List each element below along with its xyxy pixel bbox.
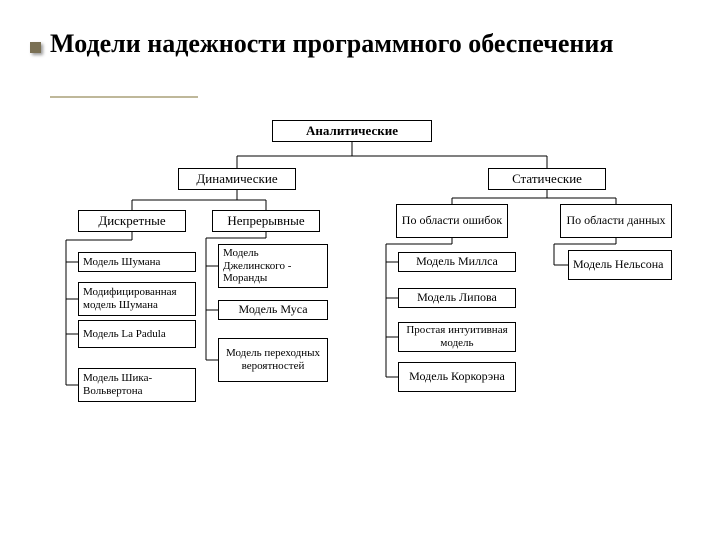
node-err: По области ошибок — [396, 204, 508, 238]
leaf-err-8: Модель Липова — [398, 288, 516, 308]
leaf-discr-1: Модифицированная модель Шумана — [78, 282, 196, 316]
leaf-discr-0: Модель Шумана — [78, 252, 196, 272]
node-data: По области данных — [560, 204, 672, 238]
node-dyn: Динамические — [178, 168, 296, 190]
node-root: Аналитические — [272, 120, 432, 142]
leaf-data-11: Модель Нельсона — [568, 250, 672, 280]
leaf-err-9: Простая интуитивная модель — [398, 322, 516, 352]
leaf-err-10: Модель Коркорэна — [398, 362, 516, 392]
leaf-discr-2: Модель La Padula — [78, 320, 196, 348]
slide: { "title": "Модели надежности программно… — [0, 0, 720, 540]
leaf-discr-3: Модель Шика-Вольвертона — [78, 368, 196, 402]
leaf-cont-6: Модель переходных вероятностей — [218, 338, 328, 382]
leaf-err-7: Модель Миллса — [398, 252, 516, 272]
leaf-cont-5: Модель Муса — [218, 300, 328, 320]
node-stat: Статические — [488, 168, 606, 190]
node-discr: Дискретные — [78, 210, 186, 232]
node-cont: Непрерывные — [212, 210, 320, 232]
leaf-cont-4: Модель Джелинского - Моранды — [218, 244, 328, 288]
